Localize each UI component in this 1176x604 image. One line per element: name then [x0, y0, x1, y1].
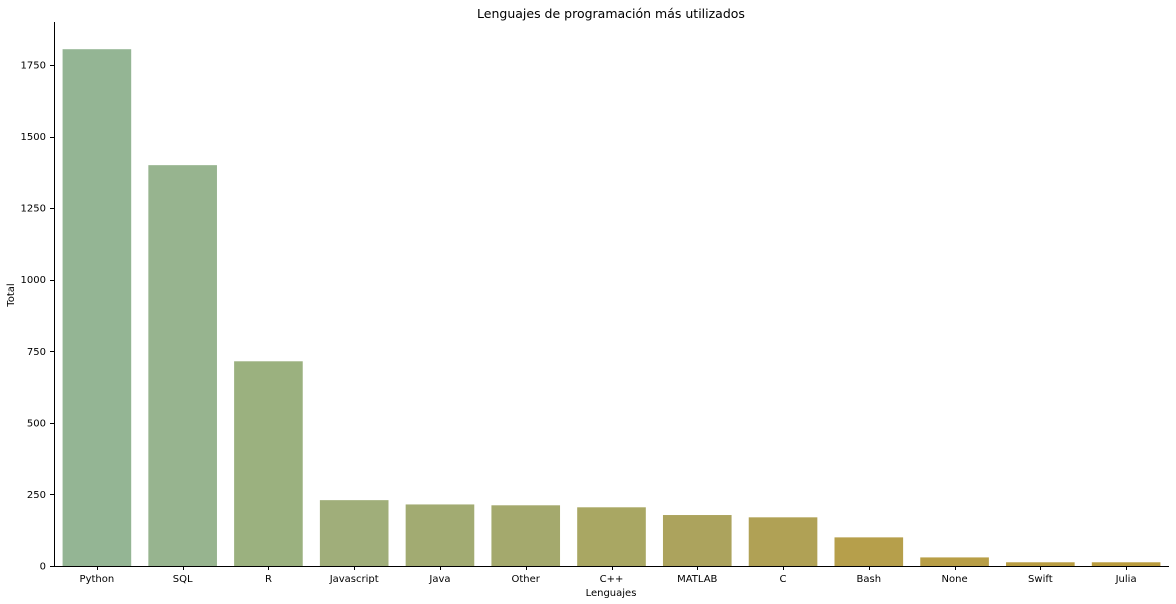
bar-sql	[148, 165, 217, 566]
y-tick-label: 1000	[21, 275, 46, 286]
y-axis-label: Total	[6, 283, 17, 307]
bar-r	[234, 361, 303, 566]
x-tick-label: Python	[80, 574, 115, 585]
bar-python	[62, 49, 132, 566]
bar-java	[405, 504, 475, 566]
x-tick-label: R	[265, 574, 272, 585]
x-axis-label: Lenguajes	[586, 588, 637, 599]
y-tick-label: 1250	[21, 204, 46, 215]
y-tick-label: 0	[40, 562, 46, 573]
bar-cplusplus	[577, 507, 646, 566]
y-tick-label: 750	[27, 347, 46, 358]
x-tick-label: SQL	[173, 574, 193, 585]
y-tick-label: 250	[27, 490, 46, 501]
x-tick-label: MATLAB	[677, 574, 717, 585]
x-tick-label: Swift	[1028, 574, 1053, 585]
x-tick-label: Julia	[1115, 574, 1137, 585]
y-axis-ticks: 0 250 500 750 1000 1250 1500 1750	[21, 60, 54, 573]
bars-group	[62, 49, 1161, 566]
bar-julia	[1091, 562, 1161, 566]
x-tick-label: C++	[600, 574, 624, 585]
bar-javascript	[319, 500, 389, 566]
y-tick-label: 1500	[21, 132, 46, 143]
bar-bash	[834, 537, 904, 566]
x-tick-label: Bash	[857, 574, 882, 585]
bar-matlab	[662, 515, 732, 566]
x-tick-label: C	[780, 574, 787, 585]
bar-c	[748, 517, 818, 566]
x-axis-ticks: Python SQL R Javascript Java Other C++ MATLAB C B…	[80, 566, 1137, 585]
x-tick-label: Other	[512, 574, 541, 585]
x-tick-label: None	[942, 574, 968, 585]
y-tick-label: 1750	[21, 60, 46, 71]
bar-none	[920, 557, 989, 566]
y-tick-label: 500	[27, 418, 46, 429]
x-tick-label: Java	[428, 574, 450, 585]
bar-other	[491, 505, 561, 566]
bar-swift	[1006, 562, 1075, 566]
chart-title: Lenguajes de programación más utilizados	[477, 6, 745, 21]
x-tick-label: Javascript	[329, 574, 379, 585]
